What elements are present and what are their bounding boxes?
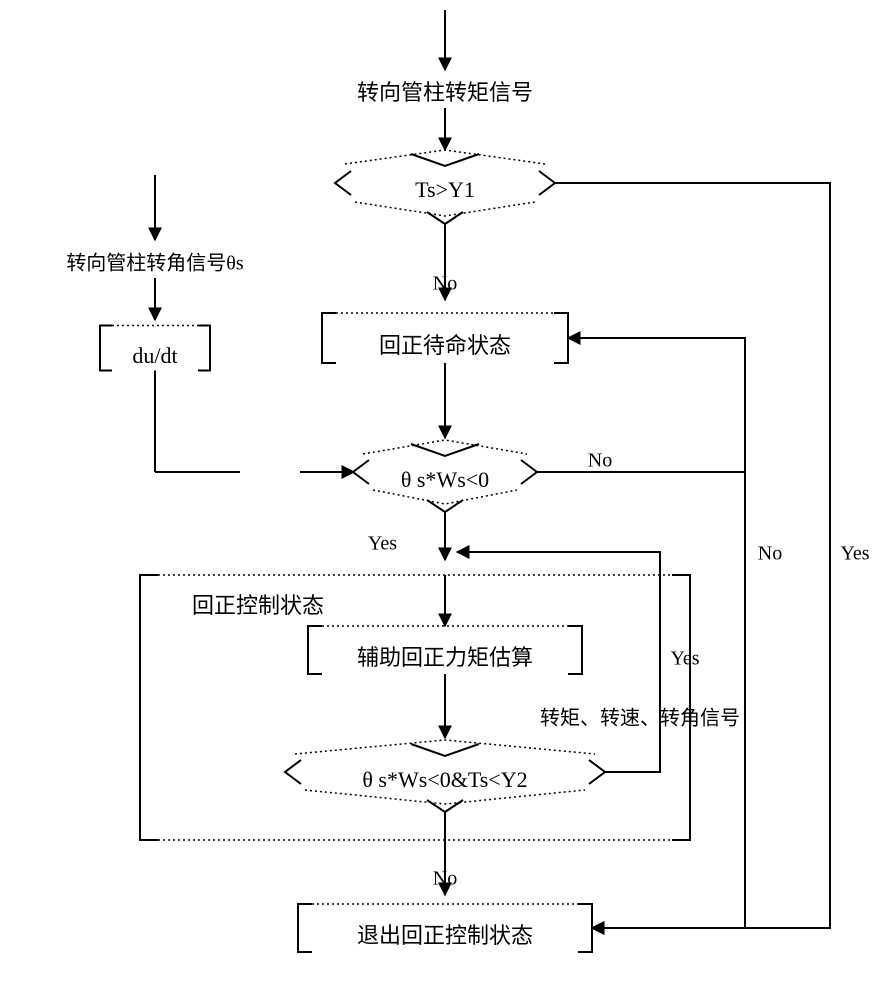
dec2-left-angle <box>353 460 369 484</box>
dec1-top-dotted <box>345 150 545 164</box>
label-dec2-no: No <box>588 450 612 472</box>
label-right-no: No <box>758 543 782 565</box>
dudt-right-bracket <box>198 326 210 371</box>
dudt-left-bracket <box>100 326 112 371</box>
label-dec3-no: No <box>433 868 457 890</box>
route-dec2-no-down <box>592 472 745 928</box>
label-dec1-no: No <box>433 273 457 295</box>
dec3-bottom-dotted <box>305 790 585 804</box>
standby-state-right-bracket <box>554 313 568 363</box>
label-torque-signal: 转向管柱转矩信号 <box>357 80 533 105</box>
label-angle-signal: 转向管柱转角信号θs <box>66 252 244 275</box>
dec3-left-angle <box>285 760 301 784</box>
dec2-label: θ s*Ws<0 <box>401 467 489 492</box>
assist-estimate-label: 辅助回正力矩估算 <box>357 645 533 670</box>
standby-state-left-bracket <box>322 313 336 363</box>
dec3-top-dotted <box>295 740 595 754</box>
assist-estimate-left-bracket <box>308 626 322 674</box>
exit-state-right-bracket <box>578 904 592 952</box>
dec1-bottom-dotted <box>355 202 535 216</box>
dec1-right-angle <box>539 171 555 195</box>
dec3-label: θ s*Ws<0&Ts<Y2 <box>362 767 527 792</box>
dec3-output-chevron <box>427 800 463 812</box>
dec2-bottom-dotted <box>373 490 517 504</box>
exit-state-left-bracket <box>298 904 312 952</box>
control-box-left <box>140 575 158 840</box>
dec3-right-angle <box>589 760 605 784</box>
dec2-top-dotted <box>363 440 527 454</box>
assist-estimate-right-bracket <box>568 626 582 674</box>
dec1-left-angle <box>335 171 351 195</box>
dec2-right-angle <box>521 460 537 484</box>
label-signals: 转矩、转速、转角信号 <box>540 707 740 730</box>
route-dec1-yes <box>555 183 830 928</box>
label-control-state: 回正控制状态 <box>192 593 324 618</box>
label-dec2-yes: Yes <box>368 533 397 555</box>
exit-state-label: 退出回正控制状态 <box>357 923 533 948</box>
dec1-input-chevron <box>411 154 479 166</box>
dec3-input-chevron <box>411 744 479 756</box>
dec1-label: Ts>Y1 <box>415 177 475 202</box>
label-right-yes: Yes <box>840 543 869 565</box>
dudt-label: du/dt <box>132 343 177 368</box>
standby-state-label: 回正待命状态 <box>379 333 511 358</box>
dec1-output-chevron <box>427 212 463 224</box>
label-dec3-yes: Yes <box>670 648 699 670</box>
dec2-input-chevron <box>411 444 479 456</box>
